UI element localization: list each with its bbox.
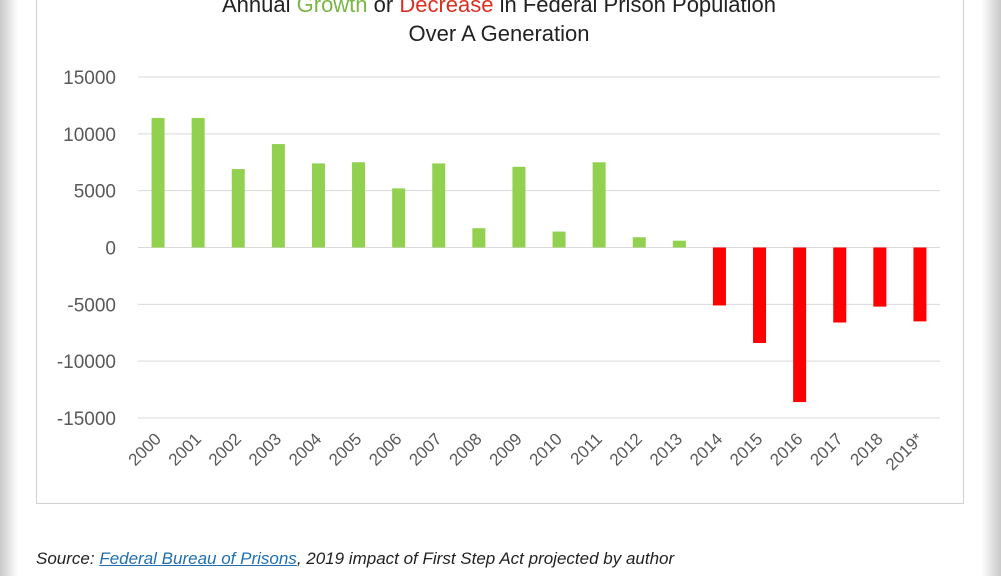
y-tick-label: 15000 bbox=[63, 68, 116, 89]
bar-2019-star bbox=[913, 247, 927, 322]
x-tick-label: 2010 bbox=[526, 429, 566, 469]
x-tick-label: 2019* bbox=[882, 429, 927, 474]
source-note: Source: Federal Bureau of Prisons, 2019 … bbox=[36, 549, 674, 569]
bar-2006 bbox=[392, 188, 406, 248]
bar-2009 bbox=[512, 166, 526, 248]
y-tick-label: -15000 bbox=[57, 409, 116, 430]
bar-2003 bbox=[271, 144, 285, 248]
bar-2001 bbox=[191, 117, 205, 248]
y-tick-label: -5000 bbox=[67, 295, 116, 316]
x-tick-label: 2018 bbox=[846, 429, 886, 469]
bar-2005 bbox=[352, 162, 366, 248]
bar-2016 bbox=[793, 247, 807, 403]
title-suffix: in Federal Prison Population bbox=[493, 0, 776, 17]
bar-2011 bbox=[592, 162, 606, 248]
bar-2017 bbox=[833, 247, 847, 323]
chart-title-line-2: Over A Generation bbox=[408, 21, 590, 46]
x-tick-label: 2013 bbox=[646, 429, 686, 469]
x-tick-label: 2014 bbox=[686, 429, 726, 469]
bar-2010 bbox=[552, 231, 566, 248]
bar-2002 bbox=[231, 169, 245, 248]
x-tick-label: 2008 bbox=[445, 429, 485, 469]
bar-2013 bbox=[672, 240, 686, 248]
source-link[interactable]: Federal Bureau of Prisons bbox=[99, 549, 297, 568]
bar-2014 bbox=[712, 247, 726, 306]
bar-2008 bbox=[472, 228, 486, 248]
bar-2007 bbox=[432, 163, 446, 248]
y-tick-label: 5000 bbox=[74, 182, 116, 203]
x-tick-label: 2005 bbox=[325, 429, 365, 469]
x-tick-label: 2006 bbox=[365, 429, 405, 469]
y-axis-tick-labels: 15000 10000 5000 0 -5000 -10000 -15000 bbox=[57, 68, 116, 430]
title-prefix: Annual bbox=[222, 0, 297, 17]
right-shadow bbox=[981, 0, 1001, 576]
bar-2004 bbox=[311, 163, 325, 248]
y-tick-label: 10000 bbox=[63, 125, 116, 146]
x-tick-label: 2000 bbox=[125, 429, 165, 469]
x-tick-label: 2016 bbox=[766, 429, 806, 469]
gridlines bbox=[138, 76, 940, 419]
x-tick-label: 2003 bbox=[245, 429, 285, 469]
x-tick-label: 2002 bbox=[205, 429, 245, 469]
x-axis-tick-labels: 2000 2001 2002 2003 2004 2005 2006 2007 2008 2009… bbox=[125, 429, 927, 474]
x-tick-label: 2012 bbox=[606, 429, 646, 469]
x-tick-label: 2017 bbox=[806, 429, 846, 469]
x-tick-label: 2001 bbox=[165, 429, 205, 469]
x-tick-label: 2004 bbox=[285, 429, 325, 469]
bar-2012 bbox=[632, 237, 646, 248]
chart-title-line-1: Annual Growth or Decrease in Federal Pri… bbox=[36, 0, 962, 16]
source-prefix: Source: bbox=[36, 549, 100, 568]
bar-2000 bbox=[151, 117, 165, 248]
y-tick-label: -10000 bbox=[57, 352, 116, 373]
title-decrease-word: Decrease bbox=[399, 0, 494, 17]
x-tick-label: 2015 bbox=[726, 429, 766, 469]
title-or-word: or bbox=[367, 0, 400, 17]
bars bbox=[151, 117, 927, 403]
bar-2018 bbox=[873, 247, 887, 307]
source-suffix: , 2019 impact of First Step Act projecte… bbox=[296, 549, 675, 568]
y-tick-label: 0 bbox=[105, 239, 116, 260]
left-shadow bbox=[0, 0, 18, 576]
x-tick-label: 2011 bbox=[567, 429, 606, 468]
chart-frame bbox=[36, 0, 964, 504]
x-tick-label: 2007 bbox=[405, 429, 445, 469]
bar-2015 bbox=[753, 247, 767, 343]
title-growth-word: Growth bbox=[296, 0, 368, 17]
x-tick-label: 2009 bbox=[486, 429, 526, 469]
